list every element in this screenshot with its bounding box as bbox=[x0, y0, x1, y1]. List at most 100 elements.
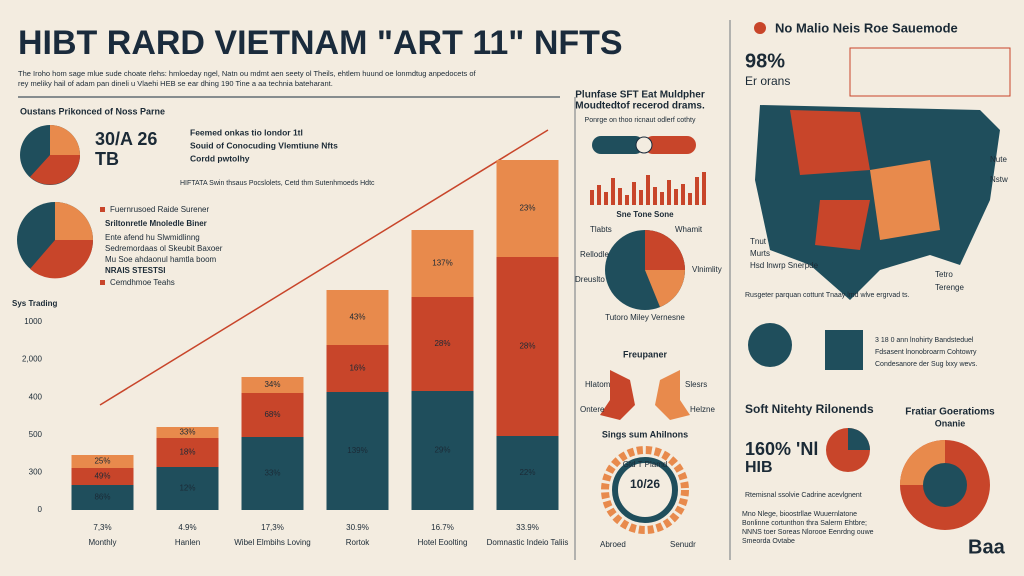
legend-text: Nstw bbox=[990, 175, 1008, 184]
y-axis-label: 300 bbox=[29, 468, 43, 477]
illustration bbox=[748, 323, 792, 367]
segment-text: 28% bbox=[519, 342, 535, 351]
bar-segment bbox=[241, 377, 304, 393]
panel-title: Moudtedtof recerod drams. bbox=[575, 101, 705, 112]
panel-title: Plunfase SFT Eat Muldpher bbox=[575, 90, 705, 101]
segment-text: 49% bbox=[94, 472, 110, 481]
stat: 98% bbox=[745, 50, 785, 72]
category-rate: 7,3% bbox=[93, 523, 111, 532]
pair-label: Slesrs bbox=[685, 380, 707, 389]
illustration bbox=[655, 370, 690, 420]
legend-text: Sriltonretle Mnoledle Biner bbox=[105, 219, 207, 228]
segment-text: 139% bbox=[347, 446, 367, 455]
y-axis-label: 400 bbox=[29, 392, 43, 401]
segment-text: 22% bbox=[519, 468, 535, 477]
bar-segment bbox=[71, 455, 134, 468]
pie-label: Tutoro Miley Vernesne bbox=[605, 313, 685, 322]
pair-label: Helzne bbox=[690, 405, 715, 414]
paragraph: Mno Nlege, bioostrllae Wuuernlatone Bonl… bbox=[742, 511, 874, 545]
legend-text: NRAIS STESTSI bbox=[105, 266, 165, 275]
pie-label: Vlnimlity bbox=[692, 265, 722, 274]
y-axis-label: 500 bbox=[29, 430, 43, 439]
icon-text: Fdsasent lnonobroarm Cohtowry bbox=[875, 349, 977, 356]
legend-text: Murts bbox=[750, 249, 770, 258]
legend-text: Sedremordaas ol Skeubit Baxoer bbox=[105, 244, 223, 253]
bar-segment bbox=[496, 257, 559, 436]
illustration bbox=[600, 370, 635, 420]
segment-text: 18% bbox=[179, 448, 195, 457]
segment-text: 33% bbox=[179, 428, 195, 437]
intro: rey meliky hail of adam pan dineli u Vla… bbox=[18, 79, 333, 88]
segment-text: 33% bbox=[264, 469, 280, 478]
donut-label: Abroed bbox=[600, 540, 626, 549]
note: Cordd pwtolhy bbox=[190, 153, 250, 163]
legend-text: Terenge bbox=[935, 283, 964, 292]
toggle-knob bbox=[635, 136, 653, 154]
x-tick-label: Domnastic Indeio Taliis bbox=[487, 538, 569, 547]
legend-text: Nute bbox=[990, 155, 1007, 164]
note: Feemed onkas tio londor 1tl bbox=[190, 127, 303, 137]
bar-segment bbox=[326, 290, 389, 345]
legend-swatch bbox=[100, 207, 105, 212]
toggle bbox=[644, 136, 696, 154]
mini-bars bbox=[590, 172, 706, 205]
legend-text: Mu Soe ahdaonul hamtla boom bbox=[105, 255, 217, 264]
map-region bbox=[815, 200, 870, 250]
bar-segment bbox=[411, 230, 474, 297]
pie-slice bbox=[848, 428, 870, 450]
segment-text: 16% bbox=[349, 364, 365, 373]
pie-slice bbox=[645, 270, 685, 307]
bar-segment bbox=[326, 392, 389, 510]
map-legend: Tnut Murts Hsd lnwrp Snerpde Nute Nstw T… bbox=[750, 155, 1008, 292]
pie-slice bbox=[50, 125, 80, 155]
pair-label: Hlatom bbox=[585, 380, 611, 389]
pie-legend: Fuernrusoed Raide Surener Sriltonretle M… bbox=[100, 205, 223, 287]
segment-text: 137% bbox=[432, 259, 452, 268]
x-tick-label: Hotel Eoolting bbox=[418, 538, 468, 547]
pie-slice bbox=[30, 240, 94, 279]
title: HIBT RARD VIETNAM "ART 11" NFTS bbox=[18, 24, 623, 62]
section-title: Freupaner bbox=[623, 349, 668, 359]
segment-text: 68% bbox=[264, 410, 280, 419]
pie-label: Tlabts bbox=[590, 225, 612, 234]
segment-text: 86% bbox=[94, 493, 110, 502]
note: Souid of Conocuding Vlemtiune Nfts bbox=[190, 140, 338, 150]
intro: The Iroho hom sage mlue sude choate rleh… bbox=[18, 69, 477, 78]
y-axis-title: Sys Trading bbox=[12, 299, 57, 308]
icon bbox=[754, 22, 766, 34]
y-axis-label: 1000 bbox=[24, 317, 42, 326]
donut bbox=[601, 446, 689, 534]
category-rate: 17,3% bbox=[261, 523, 284, 532]
x-tick-label: Monthly bbox=[88, 538, 116, 547]
panel-title: No Malio Neis Roe Sauemode bbox=[775, 20, 958, 35]
stat-sub: Er orans bbox=[745, 74, 790, 88]
pie-label: Whamit bbox=[675, 225, 703, 234]
note: Rtemisnal ssolvie Cadrine acevlgnent bbox=[745, 492, 862, 499]
legend-text: Tnut bbox=[750, 237, 767, 246]
paragraph-box: Mno Nlege, bioostrllae Wuuernlatone Bonl… bbox=[742, 511, 874, 545]
legend-text: Ente afend hu Slwmidlinng bbox=[105, 233, 200, 242]
panel-title: Oustans Prikonced of Noss Parne bbox=[20, 106, 165, 116]
section-title: Soft Nitehty Rilonends bbox=[745, 402, 874, 416]
legend-text: Tetro bbox=[935, 270, 953, 279]
donut-label: 10/26 bbox=[630, 477, 660, 491]
x-tick-label: Hanlen bbox=[175, 538, 200, 547]
category-rate: 30.9% bbox=[346, 523, 369, 532]
x-tick-label: Rortok bbox=[346, 538, 371, 547]
illustration bbox=[825, 330, 863, 370]
toggle bbox=[592, 136, 644, 154]
card bbox=[849, 47, 1011, 97]
bar-segment bbox=[496, 436, 559, 510]
category-rate: 33.9% bbox=[516, 523, 539, 532]
big-number: HIB bbox=[745, 459, 773, 476]
map-region bbox=[790, 110, 870, 175]
bar-segment bbox=[71, 485, 134, 510]
legend-swatch bbox=[100, 280, 105, 285]
bar-segment bbox=[156, 438, 219, 467]
subtitle: Ponrge on thoo ricnaut odlerf cothty bbox=[585, 117, 696, 124]
bar-segment bbox=[156, 467, 219, 510]
bar-segment bbox=[411, 297, 474, 391]
segment-text: 23% bbox=[519, 204, 535, 213]
